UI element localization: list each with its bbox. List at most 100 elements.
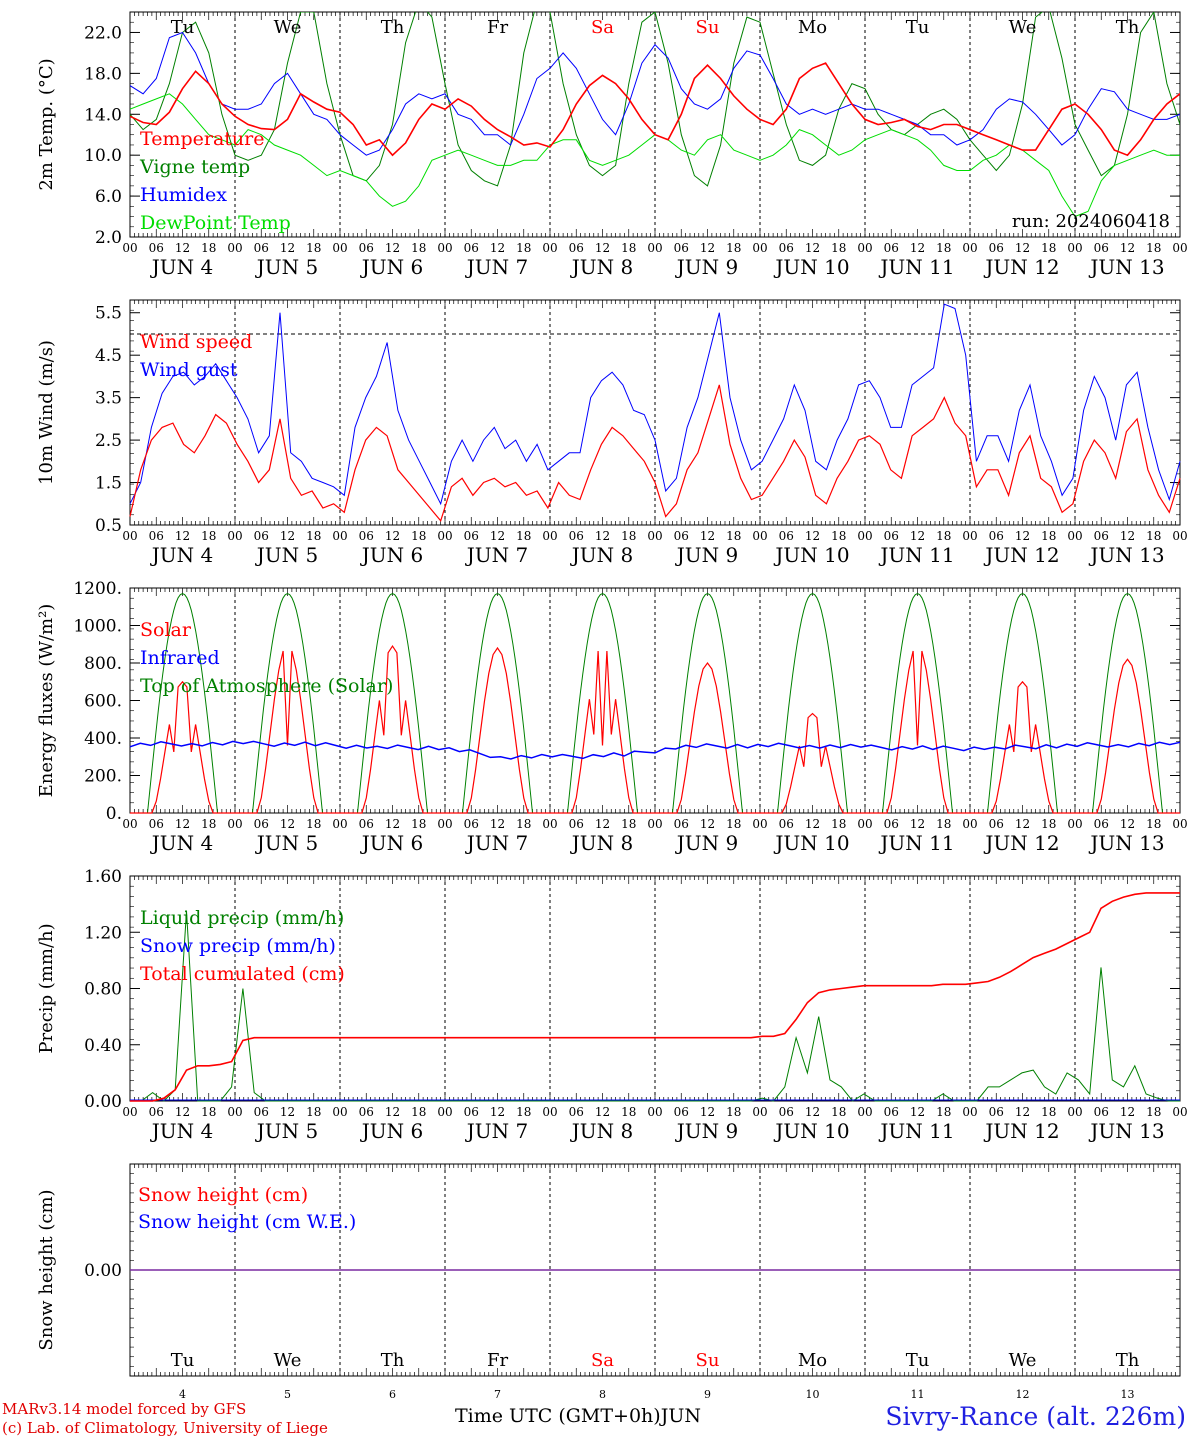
series-top-of-atmosphere [760,593,865,814]
hour-label: 12 [385,1105,400,1119]
hour-label: 18 [1041,817,1056,831]
weekday-label: Su [696,17,720,38]
temp-series-group [130,12,1180,218]
legend-snow-precip-mm-h-: Snow precip (mm/h) [140,935,336,957]
hour-label: 12 [175,241,190,255]
hour-label: 06 [464,241,479,255]
hour-label: 12 [595,241,610,255]
hour-label: 00 [437,817,452,831]
hour-label: 18 [726,1105,741,1119]
hour-label: 12 [1015,529,1030,543]
series-top-of-atmosphere [655,593,760,814]
series-top-of-atmosphere [1075,593,1180,814]
hour-label: 06 [569,241,584,255]
y-tick-label: 600. [84,692,122,712]
hour-label: 18 [831,241,846,255]
series-vigne-temp [130,12,1180,187]
hour-label: 00 [1067,1105,1082,1119]
hour-label: 18 [1146,529,1161,543]
hour-label: 18 [201,529,216,543]
run-label: run: 2024060418 [1012,211,1170,232]
day-label: JUN 13 [1088,255,1164,279]
hour-label: 00 [962,241,977,255]
y-tick-label: 1.60 [84,867,122,887]
hour-label: 12 [490,241,505,255]
hour-label: 18 [621,817,636,831]
hour-label: 06 [989,241,1004,255]
day-label: JUN 11 [878,1119,954,1143]
hour-label: 06 [359,529,374,543]
hour-label: 18 [1146,817,1161,831]
hour-label: 12 [700,241,715,255]
hour-label: 06 [884,1105,899,1119]
day-number: 13 [1121,1388,1135,1401]
station-label: Sivry-Rance (alt. 226m) [885,1402,1186,1431]
day-label: JUN 9 [675,831,738,855]
day-label: JUN 9 [675,1119,738,1143]
hour-label: 06 [149,529,164,543]
day-label: JUN 12 [983,831,1059,855]
day-label: JUN 11 [878,543,954,567]
weekday-label: We [274,17,302,38]
hour-label: 12 [280,817,295,831]
legend-solar: Solar [140,619,192,641]
weekday-label: Fr [487,1350,508,1371]
hour-label: 06 [884,241,899,255]
legend-temperature: Temperature [140,128,264,150]
day-label: JUN 12 [983,543,1059,567]
weekday-label: We [274,1350,302,1371]
y-tick-label: 0.00 [84,1092,122,1112]
hour-label: 00 [1172,1105,1187,1119]
hour-label: 00 [857,529,872,543]
series-top-of-atmosphere [445,593,550,814]
hour-label: 00 [542,241,557,255]
hour-label: 18 [516,817,531,831]
hour-label: 00 [857,817,872,831]
series-top-of-atmosphere [235,593,340,814]
day-label: JUN 6 [360,831,423,855]
hour-label: 12 [490,1105,505,1119]
hour-label: 12 [1120,241,1135,255]
hour-label: 12 [490,817,505,831]
hour-label: 18 [411,241,426,255]
legend-liquid-precip-mm-h-: Liquid precip (mm/h) [140,907,344,929]
day-label: JUN 9 [675,543,738,567]
hour-label: 18 [201,817,216,831]
hour-label: 12 [1015,241,1030,255]
series-solar [1075,658,1180,814]
hour-label: 06 [254,1105,269,1119]
hour-label: 00 [647,529,662,543]
hour-label: 12 [910,241,925,255]
hour-label: 18 [1041,1105,1056,1119]
hour-label: 06 [149,817,164,831]
hour-label: 00 [1172,529,1187,543]
hour-label: 06 [569,817,584,831]
hour-label: 12 [910,817,925,831]
day-label: JUN 5 [255,543,318,567]
hour-label: 06 [884,529,899,543]
y-tick-label: 4.5 [95,346,122,366]
day-label: JUN 5 [255,831,318,855]
hour-label: 12 [595,817,610,831]
hour-label: 18 [621,529,636,543]
hour-label: 18 [516,529,531,543]
hour-label: 00 [227,817,242,831]
y-tick-label: 800. [84,654,122,674]
day-label: JUN 8 [570,255,633,279]
hour-label: 06 [1094,529,1109,543]
day-label: JUN 8 [570,831,633,855]
hour-label: 00 [962,1105,977,1119]
weekday-label: Tu [906,1350,930,1371]
day-label: JUN 8 [570,1119,633,1143]
hour-label: 00 [857,241,872,255]
hour-label: 18 [306,817,321,831]
legend-snow-height-cm-: Snow height (cm) [138,1184,308,1206]
hour-label: 18 [621,241,636,255]
hour-label: 06 [1094,241,1109,255]
hour-label: 06 [989,529,1004,543]
hour-label: 12 [805,529,820,543]
hour-label: 00 [122,817,137,831]
series-wind-speed [129,384,1181,523]
weekday-label: Tu [171,1350,195,1371]
